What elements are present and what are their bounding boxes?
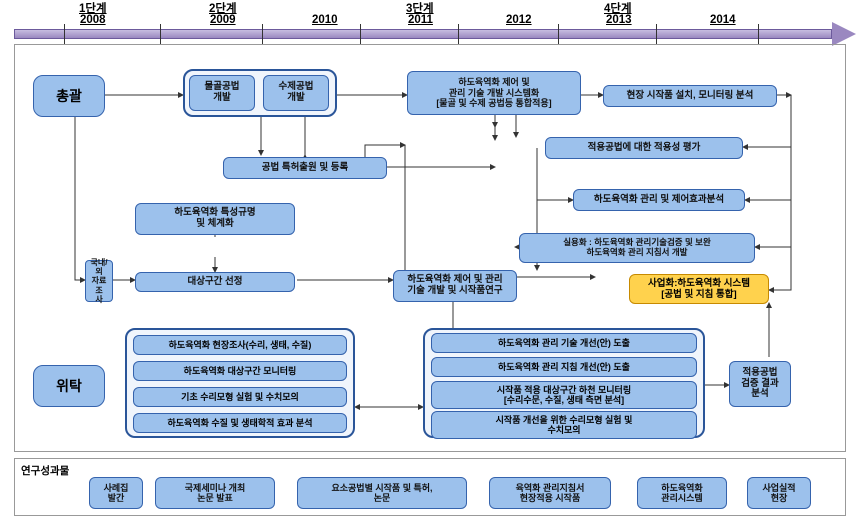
deliverable-item: 국제세미나 개최 논문 발표 bbox=[155, 477, 275, 509]
timeline-arrowhead bbox=[832, 22, 856, 46]
witak-left-item: 하도육역화 현장조사(수리, 생태, 수질) bbox=[133, 335, 347, 355]
deliverable-item: 요소공법별 시작품 및 특허, 논문 bbox=[297, 477, 467, 509]
year-label: 2009 bbox=[210, 14, 236, 26]
deliverable-item: 하도육역화 관리시스템 bbox=[637, 477, 727, 509]
deliverable-item: 사례집 발간 bbox=[89, 477, 143, 509]
timeline-tick bbox=[458, 24, 459, 44]
timeline-bar bbox=[14, 29, 832, 39]
year-label: 2010 bbox=[312, 14, 338, 26]
box-patent: 공법 특허출원 및 등록 bbox=[223, 157, 387, 179]
witak-right-item: 시작품 개선을 위한 수리모형 실험 및 수치모의 bbox=[431, 411, 697, 439]
box-mulgol: 물골공법 개발 bbox=[189, 75, 255, 111]
witak-left-item: 기초 수리모형 실험 및 수치모의 bbox=[133, 387, 347, 407]
year-label: 2014 bbox=[710, 14, 736, 26]
box-practical: 실용화 : 하도육역화 관리기술검증 및 보완 하도육역화 관리 지침서 개발 bbox=[519, 233, 755, 263]
label-chonggwal: 총괄 bbox=[33, 75, 105, 117]
deliverable-item: 사업실적 현장 bbox=[747, 477, 811, 509]
box-system: 하도육역화 제어 및 관리 기술 개발 시스템화 [물골 및 수제 공법등 통합… bbox=[407, 71, 581, 115]
timeline-tick bbox=[558, 24, 559, 44]
box-prototype: 하도육역화 제어 및 관리 기술 개발 및 시작품연구 bbox=[393, 270, 517, 302]
box-verify: 적용공법 검증 결과 분석 bbox=[729, 361, 791, 407]
witak-right-item: 하도육역화 관리 기술 개선(안) 도출 bbox=[431, 333, 697, 353]
year-label: 2011 bbox=[408, 14, 433, 26]
year-label: 2008 bbox=[80, 14, 106, 26]
box-control-effect: 하도육역화 관리 및 제어효과분석 bbox=[573, 189, 745, 211]
timeline-tick bbox=[64, 24, 65, 44]
timeline-tick bbox=[262, 24, 263, 44]
timeline-tick bbox=[758, 24, 759, 44]
timeline-tick bbox=[360, 24, 361, 44]
box-domestic-foreign: 국내/외 자료조 사 bbox=[85, 260, 113, 302]
box-character: 하도육역화 특성규명 및 체계화 bbox=[135, 203, 295, 235]
bottom-panel: 연구성과물 사례집 발간 국제세미나 개최 논문 발표 요소공법별 시작품 및 특허… bbox=[14, 458, 846, 516]
year-label: 2013 bbox=[606, 14, 632, 26]
witak-right-item: 하도육역화 관리 지침 개선(안) 도출 bbox=[431, 357, 697, 377]
deliverable-item: 육역화 관리지침서 현장적용 시작품 bbox=[489, 477, 611, 509]
main-panel: 총괄 위탁 국내/외 자료조 사 물골공법 개발 수제공법 개발 하도육역화 제… bbox=[14, 44, 846, 452]
timeline: 1단계2단계3단계4단계 200820092010201120122013201… bbox=[14, 0, 846, 42]
witak-left-item: 하도육역화 대상구간 모니터링 bbox=[133, 361, 347, 381]
witak-right-item: 시작품 적용 대상구간 하천 모니터링 [수리수문, 수질, 생태 측면 분석] bbox=[431, 381, 697, 409]
bottom-title: 연구성과물 bbox=[21, 463, 69, 478]
box-applicability: 적용공법에 대한 적용성 평가 bbox=[545, 137, 743, 159]
box-business: 사업화:하도육역화 시스템 [공법 및 지침 통합] bbox=[629, 274, 769, 304]
label-witak: 위탁 bbox=[33, 365, 105, 407]
witak-left-item: 하도육역화 수질 및 생태학적 효과 분석 bbox=[133, 413, 347, 433]
box-monitoring: 현장 시작품 설치, 모니터링 분석 bbox=[603, 85, 777, 107]
box-suje: 수제공법 개발 bbox=[263, 75, 329, 111]
timeline-tick bbox=[160, 24, 161, 44]
timeline-tick bbox=[656, 24, 657, 44]
year-label: 2012 bbox=[506, 14, 532, 26]
box-section: 대상구간 선정 bbox=[135, 272, 295, 292]
